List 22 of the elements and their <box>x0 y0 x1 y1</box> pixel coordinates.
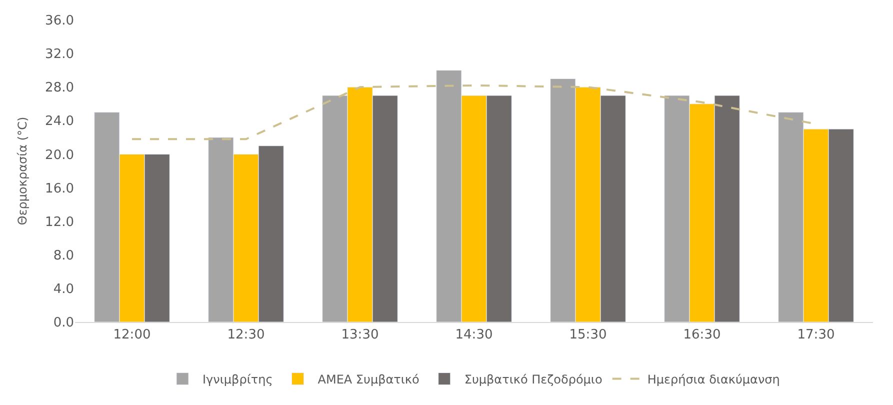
legend-label: ΑΜΕΑ Συμβατικό <box>318 372 420 386</box>
y-tick-label: 28.0 <box>45 80 74 96</box>
x-tick-label: 13:30 <box>341 328 379 343</box>
y-tick-label: 20.0 <box>45 148 74 163</box>
x-tick-label: 12:00 <box>113 328 151 343</box>
y-axis-title: Θερμοκρασία (°C) <box>15 116 30 226</box>
y-tick-label: 8.0 <box>53 248 74 264</box>
y-tick-label: 36.0 <box>45 14 74 29</box>
x-tick-label: 14:30 <box>455 328 493 343</box>
legend-label: Ημερήσια διακύμανση <box>647 372 780 386</box>
y-tick-label: 32.0 <box>45 47 74 62</box>
x-tick-label: 17:30 <box>797 328 835 343</box>
y-tick-label: 16.0 <box>45 181 74 196</box>
y-tick-label: 12.0 <box>45 214 74 230</box>
x-tick-label: 15:30 <box>569 328 607 343</box>
x-tick-label: 12:30 <box>227 328 265 343</box>
legend-label: Ιγνιμβρίτης <box>202 372 273 386</box>
y-tick-label: 24.0 <box>45 114 74 130</box>
x-tick-label: 16:30 <box>683 328 721 343</box>
y-tick-label: 4.0 <box>53 282 74 297</box>
y-tick-label: 0.0 <box>53 316 74 331</box>
legend-label: Συμβατικό Πεζοδρόμιο <box>464 372 602 386</box>
